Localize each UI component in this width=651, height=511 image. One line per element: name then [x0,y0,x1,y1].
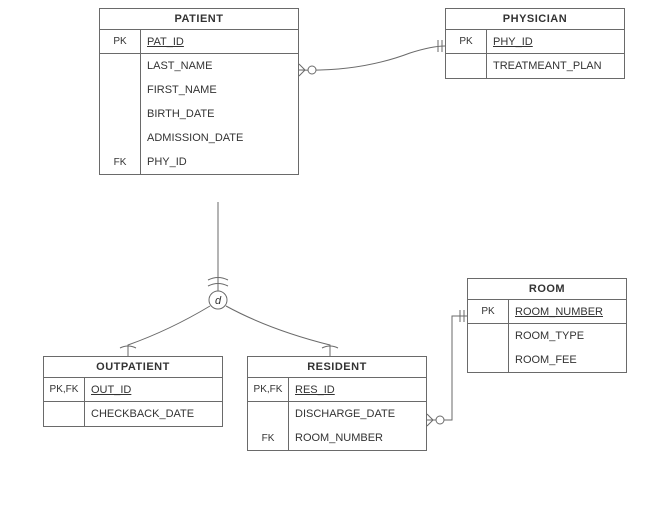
key-cell [468,324,508,348]
subtype-d-circle [209,291,227,309]
attr-cell: DISCHARGE_DATE [289,402,426,426]
zero-circle-patient [308,66,316,74]
outpatient-cap [120,346,136,348]
entity-physician: PHYSICIAN PK PHY_ID TREATMEANT_PLAN [445,8,625,79]
key-cell [44,402,84,426]
key-cell: PK [468,300,508,324]
key-cell [100,102,140,126]
edge-subtype-outpatient [128,306,210,356]
attr-cell: ROOM_NUMBER [509,300,626,324]
key-cell [100,54,140,78]
attr-cell: CHECKBACK_DATE [85,402,222,426]
entity-resident: RESIDENT PK,FK FK RES_ID DISCHARGE_DATE … [247,356,427,451]
key-cell [446,54,486,78]
key-cell: FK [248,426,288,450]
crowfoot-resident [427,414,433,426]
key-cell: PK,FK [44,378,84,402]
attr-cell: ROOM_FEE [509,348,626,372]
subtype-cap-lower [208,284,228,287]
attr-cell: PHY_ID [487,30,624,54]
edge-subtype-resident [226,306,330,356]
attr-cell: BIRTH_DATE [141,102,298,126]
key-cell [100,126,140,150]
entity-room: ROOM PK ROOM_NUMBER ROOM_TYPE ROOM_FEE [467,278,627,373]
key-cell: PK,FK [248,378,288,402]
crowfoot-patient [299,64,305,76]
key-cell: PK [446,30,486,54]
subtype-d-label: d [215,295,222,307]
entity-title: ROOM [468,279,626,300]
attr-cell: PAT_ID [141,30,298,54]
resident-cap [322,346,338,348]
key-cell [100,78,140,102]
entity-title: PHYSICIAN [446,9,624,30]
attr-cell: OUT_ID [85,378,222,402]
key-cell: PK [100,30,140,54]
attr-cell: FIRST_NAME [141,78,298,102]
entity-outpatient: OUTPATIENT PK,FK OUT_ID CHECKBACK_DATE [43,356,223,427]
entity-title: RESIDENT [248,357,426,378]
zero-circle-resident [436,416,444,424]
key-cell [468,348,508,372]
attr-cell: ROOM_TYPE [509,324,626,348]
attr-cell: RES_ID [289,378,426,402]
entity-title: OUTPATIENT [44,357,222,378]
entity-patient: PATIENT PK FK PAT_ID LAST_NAME FIRST_NAM… [99,8,299,175]
attr-cell: ADMISSION_DATE [141,126,298,150]
key-cell [248,402,288,426]
er-diagram-canvas: d PATIENT PK FK PAT_ID [0,0,651,511]
attr-cell: TREATMEANT_PLAN [487,54,624,78]
key-cell: FK [100,150,140,174]
edge-resident-room [427,316,467,420]
attr-cell: ROOM_NUMBER [289,426,426,450]
subtype-cap-upper [208,278,228,281]
attr-cell: LAST_NAME [141,54,298,78]
entity-title: PATIENT [100,9,298,30]
edge-patient-physician [299,46,445,70]
attr-cell: PHY_ID [141,150,298,174]
